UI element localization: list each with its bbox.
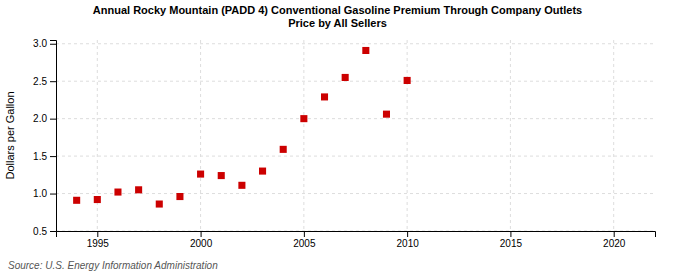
x-axis: 1995 2000 2005 2010 2015 2020 xyxy=(57,231,656,249)
point xyxy=(114,189,121,196)
tick-mark xyxy=(97,231,98,237)
point xyxy=(383,111,390,118)
tick-label: 1995 xyxy=(87,238,110,249)
tick: 2.0 xyxy=(33,113,56,124)
point xyxy=(135,186,142,193)
tick: 3.0 xyxy=(33,38,56,49)
tick-mark xyxy=(510,231,511,237)
axis-line xyxy=(57,232,656,238)
tick-mark xyxy=(407,231,408,237)
tick-label: 2000 xyxy=(190,238,213,249)
plot-area: 1995 2000 2005 2010 2015 2020 0.5 1.0 1.5 2.0 2.5 3… xyxy=(33,38,655,249)
point xyxy=(300,115,307,122)
source: Source: U.S. Energy Information Administ… xyxy=(8,260,218,271)
tick-label: 2010 xyxy=(397,238,420,249)
point xyxy=(404,77,411,84)
grid-line xyxy=(56,118,655,119)
tick-mark xyxy=(304,231,305,237)
y-axis-title: Dollars per Gallon xyxy=(4,91,16,179)
tick: 2.5 xyxy=(33,76,56,87)
point xyxy=(197,171,204,178)
tick: 1.0 xyxy=(33,188,56,199)
tick-mark xyxy=(50,119,56,120)
axis-line xyxy=(50,41,57,232)
tick-label: 2015 xyxy=(500,238,523,249)
points xyxy=(73,47,411,208)
tick: 2010 xyxy=(397,231,420,249)
tick-label: 2.5 xyxy=(33,76,47,87)
tick-mark xyxy=(614,231,615,237)
point xyxy=(238,182,245,189)
y-axis: 0.5 1.0 1.5 2.0 2.5 3.0 xyxy=(33,38,56,236)
point xyxy=(321,93,328,100)
tick-label: 1.0 xyxy=(33,188,47,199)
grid-line xyxy=(56,156,655,157)
grid-line xyxy=(200,40,201,231)
point xyxy=(280,146,287,153)
grid-line xyxy=(407,40,408,231)
tick-label: 0.5 xyxy=(33,226,47,237)
tick: 2000 xyxy=(190,231,213,249)
tick: 2015 xyxy=(500,231,523,249)
point xyxy=(156,200,163,207)
point xyxy=(259,168,266,175)
grid-line xyxy=(303,40,304,231)
tick: 2020 xyxy=(603,231,626,249)
point xyxy=(218,172,225,179)
chart: Annual Rocky Mountain (PADD 4) Conventio… xyxy=(0,0,675,275)
point xyxy=(342,74,349,81)
grid-line xyxy=(56,81,655,82)
tick-mark xyxy=(50,231,56,232)
tick: 2005 xyxy=(293,231,316,249)
point xyxy=(176,193,183,200)
tick-mark xyxy=(50,44,56,45)
tick-mark xyxy=(50,81,56,82)
tick: 1.5 xyxy=(33,151,56,162)
tick-label: 2.0 xyxy=(33,113,47,124)
point xyxy=(94,196,101,203)
grid-line xyxy=(56,43,655,44)
point xyxy=(73,197,80,204)
title: Annual Rocky Mountain (PADD 4) Conventio… xyxy=(93,4,582,29)
point xyxy=(362,47,369,54)
grid-line xyxy=(56,193,655,194)
grid-line xyxy=(510,40,511,231)
tick: 0.5 xyxy=(33,226,56,237)
tick-mark xyxy=(50,194,56,195)
tick: 1995 xyxy=(87,231,110,249)
tick-mark xyxy=(50,156,56,157)
tick-label: 2005 xyxy=(293,238,316,249)
tick-label: 2020 xyxy=(603,238,626,249)
tick-label: 1.5 xyxy=(33,151,47,162)
tick-label: 3.0 xyxy=(33,38,47,49)
grid xyxy=(56,40,655,231)
tick-mark xyxy=(201,231,202,237)
grid-line xyxy=(613,40,614,231)
